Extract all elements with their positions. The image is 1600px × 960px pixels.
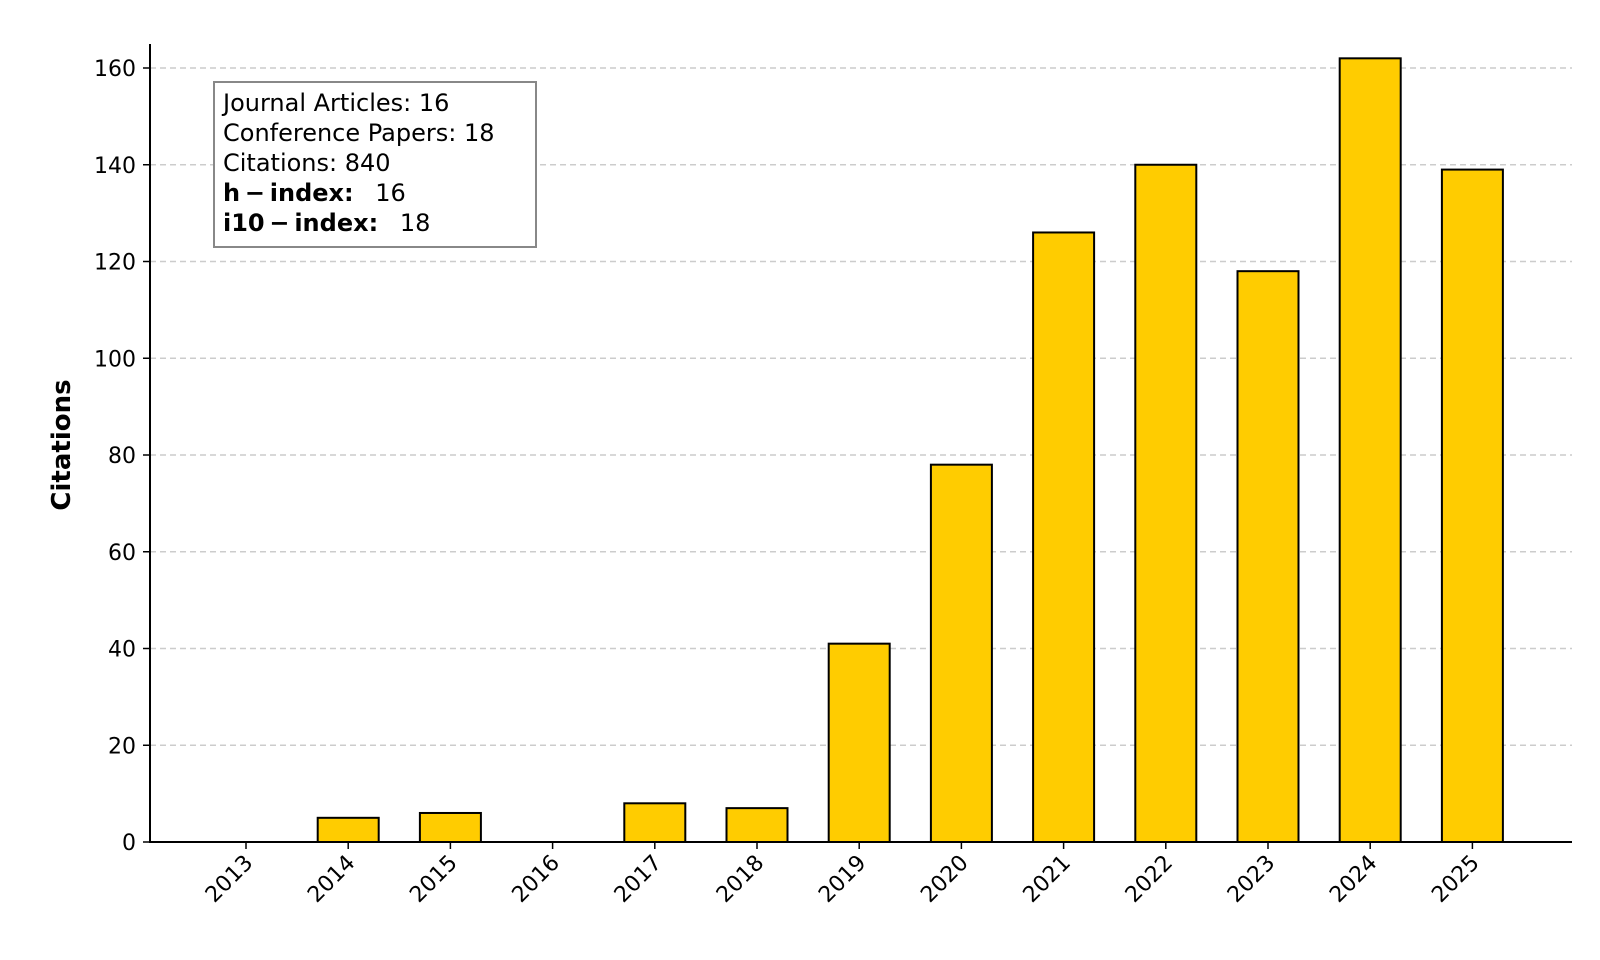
y-tick-label: 140 — [94, 154, 136, 179]
x-tick-label: 2023 — [1223, 851, 1280, 908]
x-tick-label: 2013 — [201, 851, 258, 908]
y-tick-label: 60 — [108, 541, 136, 566]
info-i10-index: i10 − index: 18 — [223, 209, 430, 237]
y-axis-title: Citations — [47, 379, 77, 510]
bar-2024 — [1338, 57, 1402, 843]
y-tick-label: 100 — [94, 347, 136, 372]
bar-2018 — [725, 807, 789, 844]
x-ticks: 2013 2014 2015 2016 2017 2018 2019 2020 2021 2022… — [201, 842, 1485, 908]
bar-2015 — [418, 811, 482, 843]
bar-2019 — [827, 642, 891, 843]
bar-2025 — [1440, 168, 1504, 843]
x-tick-label: 2016 — [508, 851, 565, 908]
info-h-index-value: 16 — [375, 179, 406, 207]
x-tick-label: 2018 — [712, 851, 769, 908]
info-h-index-label: h − index: — [223, 179, 354, 207]
info-box: Journal Articles: 16 Conference Papers: … — [213, 81, 537, 248]
bar-2014 — [316, 816, 380, 843]
y-tick-label: 160 — [94, 57, 136, 82]
info-i10-index-label: i10 − index: — [223, 209, 378, 237]
x-tick-label: 2015 — [405, 851, 462, 908]
x-tick-label: 2019 — [814, 851, 871, 908]
y-tick-label: 0 — [122, 831, 136, 856]
bar-2017 — [623, 802, 687, 843]
bar-2020 — [929, 463, 993, 843]
y-tick-label: 20 — [108, 734, 136, 759]
info-citations: Citations: 840 — [223, 149, 391, 177]
info-h-index: h − index: 16 — [223, 179, 406, 207]
info-conference-papers: Conference Papers: 18 — [223, 119, 495, 147]
bar-2021 — [1032, 231, 1096, 844]
info-box-frame — [213, 81, 537, 248]
x-tick-label: 2017 — [610, 851, 667, 908]
y-tick-label: 120 — [94, 251, 136, 276]
info-journal-articles: Journal Articles: 16 — [221, 89, 449, 117]
bar-2023 — [1236, 270, 1300, 843]
y-tick-label: 80 — [108, 444, 136, 469]
x-tick-label: 2014 — [303, 851, 360, 908]
x-tick-label: 2024 — [1325, 851, 1382, 908]
info-i10-index-value: 18 — [400, 209, 431, 237]
axes — [149, 44, 1572, 843]
y-ticks: 0 20 40 60 80 100 120 140 160 — [94, 57, 150, 856]
x-tick-label: 2022 — [1121, 851, 1178, 908]
bars — [316, 57, 1504, 844]
x-tick-label: 2025 — [1427, 851, 1484, 908]
x-tick-label: 2021 — [1019, 851, 1076, 908]
y-tick-label: 40 — [108, 638, 136, 663]
bar-2022 — [1134, 163, 1198, 843]
x-tick-label: 2020 — [916, 851, 973, 908]
